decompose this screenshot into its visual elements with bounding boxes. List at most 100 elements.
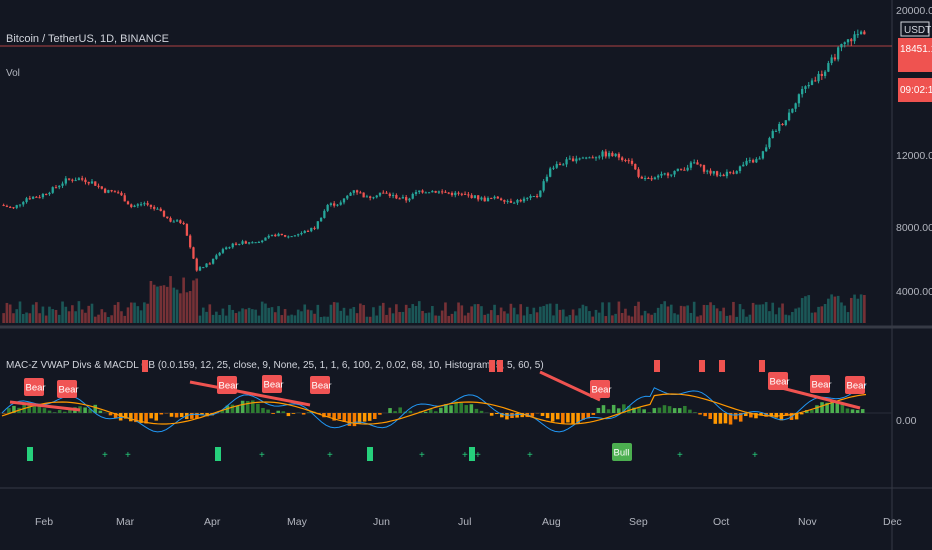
volume-bar <box>575 315 578 323</box>
histogram-bar <box>98 410 103 413</box>
volume-bar <box>64 306 68 323</box>
histogram-bar <box>779 413 784 421</box>
histogram-bar <box>708 413 713 420</box>
candle-body <box>349 192 352 196</box>
buy-marker <box>27 447 33 461</box>
candle-body <box>67 178 71 180</box>
histogram-bar <box>149 413 153 419</box>
histogram-bar <box>464 405 469 413</box>
candle-body <box>94 181 97 186</box>
volume-bar <box>853 294 856 323</box>
volume-bar <box>453 311 457 323</box>
price-label-20000: 20000.00 <box>896 5 932 17</box>
volume-bar <box>306 309 310 323</box>
histogram-bar <box>652 408 657 413</box>
volume-bar <box>771 302 775 323</box>
signal-line <box>1 393 867 425</box>
volume-bar <box>637 301 640 323</box>
histogram-bar <box>134 413 138 423</box>
volume-bar <box>696 316 699 323</box>
buy-marker-plus: + <box>677 450 683 461</box>
candle-body <box>303 230 306 233</box>
volume-bar <box>237 311 241 323</box>
buy-marker <box>215 447 221 461</box>
volume-bar <box>840 302 843 323</box>
candle-body <box>532 195 535 197</box>
candle-body <box>313 227 316 229</box>
candle-body <box>189 235 192 248</box>
signal-label-text: Bear <box>847 381 867 392</box>
candle-body <box>787 112 791 121</box>
indicator-title[interactable]: MAC-Z VWAP Divs & MACDL CB (0.0.159, 12,… <box>6 360 544 371</box>
candle-body <box>617 153 621 158</box>
histogram-bar <box>596 407 601 413</box>
buy-marker <box>367 447 373 461</box>
candle-body <box>637 169 640 177</box>
volume-bar <box>71 305 74 323</box>
candle-body <box>162 211 166 217</box>
symbol-title[interactable]: Bitcoin / TetherUS, 1D, BINANCE <box>6 33 169 45</box>
histogram-bar <box>632 407 636 413</box>
candle-body <box>77 178 81 181</box>
volume-bar <box>434 315 437 323</box>
histogram-bar <box>423 411 428 413</box>
candle-body <box>280 233 283 236</box>
volume-bar <box>584 306 588 323</box>
candle-body <box>408 198 411 201</box>
candle-body <box>643 178 647 180</box>
candle-body <box>725 171 729 177</box>
histogram-bar <box>794 413 799 420</box>
bear-label <box>217 376 237 394</box>
signal-label-text: Bear <box>592 385 612 396</box>
volume-bar <box>8 304 12 323</box>
candle-body <box>401 197 405 199</box>
volume-bar <box>512 307 516 323</box>
volume-bar <box>856 298 860 323</box>
candle-body <box>211 258 215 264</box>
histogram-bar <box>810 409 814 413</box>
candle-body <box>545 176 549 182</box>
volume-bar <box>342 307 346 323</box>
histogram-bar <box>718 413 723 424</box>
volume-bar <box>408 308 411 323</box>
histogram-bar <box>179 413 184 417</box>
histogram-bar <box>627 405 631 413</box>
divergence-line <box>189 380 311 407</box>
candle-body <box>833 57 837 60</box>
histogram-bar <box>530 413 535 417</box>
volume-bar <box>611 315 614 323</box>
volume-label[interactable]: Vol <box>6 68 20 79</box>
volume-bar <box>44 315 48 323</box>
histogram-bar <box>474 408 479 413</box>
volume-bar <box>496 315 500 323</box>
volume-bar <box>653 312 657 323</box>
histogram-bar <box>139 413 143 423</box>
histogram-bar <box>825 402 829 413</box>
price-label-12000: 12000.00 <box>896 150 932 162</box>
volume-bar <box>594 309 598 323</box>
volume-bar <box>277 306 280 323</box>
candle-body <box>473 195 477 198</box>
candle-body <box>513 202 516 204</box>
volume-bar <box>247 307 251 323</box>
candle-body <box>486 197 490 202</box>
candle-body <box>581 157 585 159</box>
histogram-bar <box>784 413 789 416</box>
buy-marker <box>469 447 475 461</box>
buy-marker-plus: + <box>125 450 131 461</box>
candle-body <box>784 120 787 125</box>
volume-bar <box>427 312 431 323</box>
candle-body <box>588 157 591 159</box>
time-axis: Feb Mar Apr May Jun Jul Aug Sep Oct Nov … <box>35 516 902 528</box>
histogram-bar <box>434 411 438 413</box>
time-label-jul: Jul <box>458 516 471 528</box>
volume-bar <box>588 311 591 323</box>
candle-body <box>535 195 539 197</box>
volume-bar <box>251 309 254 323</box>
volume-bar <box>136 306 140 323</box>
histogram-bar <box>515 413 519 418</box>
candle-body <box>444 191 447 193</box>
volume-bar <box>476 304 480 323</box>
